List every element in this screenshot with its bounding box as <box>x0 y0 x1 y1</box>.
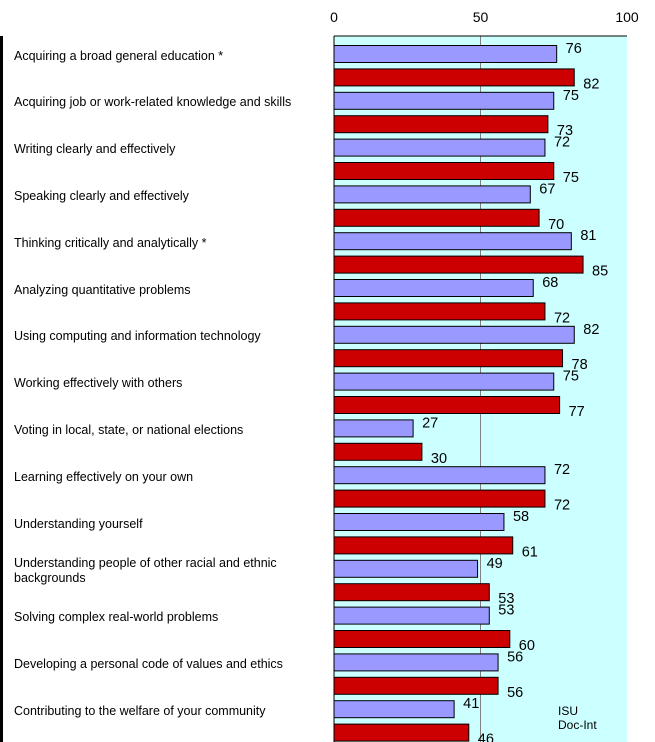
value-label: 77 <box>569 404 585 420</box>
value-label: 53 <box>498 603 514 619</box>
category-label: Developing a personal code of values and… <box>14 656 283 671</box>
value-label: 56 <box>507 685 523 701</box>
bar-doc-int <box>333 68 575 87</box>
bar-isu <box>333 45 558 63</box>
bar-doc-int <box>333 349 564 368</box>
value-label: 46 <box>478 732 494 742</box>
value-label: 73 <box>557 123 573 139</box>
bar-isu <box>333 419 414 438</box>
value-label: 68 <box>542 275 558 291</box>
bar-doc-int <box>333 302 546 321</box>
value-label: 61 <box>522 544 538 560</box>
bar-isu <box>333 653 499 672</box>
value-label: 56 <box>507 649 523 665</box>
value-label: 75 <box>563 369 579 385</box>
category-label: Understanding people of other racial and… <box>14 555 277 585</box>
x-tick-label: 100 <box>615 9 639 25</box>
bar-doc-int <box>333 723 470 742</box>
bar-isu <box>333 466 546 485</box>
bar-doc-int <box>333 583 490 602</box>
x-tick-label: 50 <box>473 9 489 25</box>
value-label: 67 <box>539 181 555 197</box>
value-label: 72 <box>554 310 570 326</box>
value-label: 72 <box>554 135 570 151</box>
value-label: 27 <box>422 415 438 431</box>
value-label: 41 <box>463 696 479 712</box>
bar-doc-int <box>333 630 511 648</box>
value-label: 81 <box>580 228 596 244</box>
bar-doc-int <box>333 536 514 555</box>
bar-isu <box>333 372 555 391</box>
value-label: 75 <box>563 170 579 186</box>
bar-isu <box>333 606 490 625</box>
category-label: Thinking critically and analytically * <box>14 235 207 250</box>
value-label: 85 <box>592 264 608 280</box>
bar-isu <box>333 185 531 204</box>
value-label: 49 <box>487 556 503 572</box>
value-label: 82 <box>583 76 599 92</box>
value-label: 82 <box>583 322 599 338</box>
bar-doc-int <box>333 396 561 414</box>
bar-doc-int <box>333 162 555 180</box>
category-label: Acquiring job or work-related knowledge … <box>14 95 292 110</box>
value-label: 76 <box>566 41 582 57</box>
bar-doc-int <box>333 115 549 134</box>
value-label: 78 <box>572 357 588 373</box>
bar-isu <box>333 513 505 531</box>
value-label: 53 <box>498 591 514 607</box>
value-label: 72 <box>554 462 570 478</box>
category-label: Working effectively with others <box>14 376 183 391</box>
bar-isu <box>333 138 546 157</box>
bar-isu <box>333 279 534 297</box>
series-name-label: ISU <box>558 704 578 718</box>
category-label: Solving complex real-world problems <box>14 610 219 625</box>
category-label: Writing clearly and effectively <box>14 142 176 157</box>
category-label: Acquiring a broad general education * <box>14 48 224 63</box>
bar-isu <box>333 325 575 344</box>
bar-isu <box>333 232 572 251</box>
bar-isu <box>333 700 455 719</box>
value-label: 30 <box>431 451 447 467</box>
category-label: Speaking clearly and effectively <box>14 188 189 203</box>
bar-doc-int <box>333 489 546 508</box>
bar-doc-int <box>333 208 540 227</box>
series-name-label: Doc-Int <box>558 718 597 732</box>
value-label: 60 <box>519 638 535 654</box>
bar-doc-int <box>333 255 584 274</box>
bar-doc-int <box>333 676 499 695</box>
category-label: Voting in local, state, or national elec… <box>14 422 244 437</box>
value-label: 75 <box>563 88 579 104</box>
category-label: Understanding yourself <box>14 516 143 531</box>
x-tick-label: 0 <box>330 9 338 25</box>
category-label: Analyzing quantitative problems <box>14 282 191 297</box>
left-border-rule <box>0 36 3 742</box>
bar-doc-int <box>333 442 423 461</box>
category-label: Learning effectively on your own <box>14 469 194 484</box>
value-label: 70 <box>548 217 564 233</box>
category-label: Using computing and information technolo… <box>14 329 261 344</box>
value-label: 72 <box>554 498 570 514</box>
category-label: Contributing to the welfare of your comm… <box>14 703 266 718</box>
value-label: 58 <box>513 509 529 525</box>
bar-isu <box>333 559 479 578</box>
bar-isu <box>333 91 555 110</box>
